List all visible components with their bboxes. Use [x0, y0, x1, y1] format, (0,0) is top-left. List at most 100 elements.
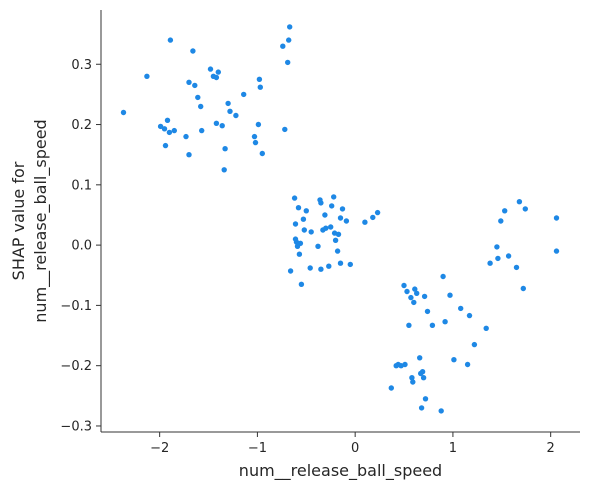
scatter-point-89: [411, 299, 417, 306]
scatter-point-71: [337, 215, 344, 221]
scatter-point-95: [419, 369, 426, 375]
scatter-point-10: [186, 152, 192, 158]
scatter-point-27: [233, 112, 239, 119]
x-tick-label: 2: [547, 441, 555, 456]
scatter-point-34: [259, 150, 265, 157]
scatter-point-114: [498, 218, 504, 224]
scatter-point-57: [318, 200, 324, 206]
scatter-point-104: [447, 292, 453, 298]
scatter-point-83: [402, 361, 408, 368]
scatter-point-61: [323, 225, 329, 231]
scatter-point-86: [408, 294, 414, 301]
scatter-point-7: [166, 129, 173, 136]
scatter-point-69: [335, 231, 342, 237]
scatter-point-85: [406, 322, 412, 328]
scatter-point-52: [303, 208, 309, 214]
scatter-point-120: [522, 206, 528, 212]
scatter-point-65: [331, 194, 337, 200]
y-tick-label: −0.1: [60, 299, 92, 314]
scatter-point-99: [424, 308, 431, 315]
scatter-point-72: [339, 206, 346, 212]
scatter-point-6: [164, 117, 171, 124]
scatter-point-77: [374, 209, 381, 216]
scatter-point-35: [280, 43, 286, 49]
scatter-point-122: [553, 248, 560, 254]
scatter-point-94: [418, 405, 425, 411]
scatter-point-84: [404, 288, 410, 295]
scatter-point-8: [171, 127, 177, 134]
scatter-point-98: [422, 396, 429, 402]
scatter-point-97: [421, 293, 428, 300]
scatter-point-100: [429, 322, 436, 328]
scatter-point-103: [442, 319, 448, 325]
scatter-point-24: [222, 146, 228, 152]
x-tick-label: −1: [248, 441, 267, 456]
x-axis-label: num__release_ball_speed: [239, 461, 442, 481]
x-tick-label: −2: [150, 441, 169, 456]
scatter-point-2: [167, 37, 174, 43]
scatter-point-21: [213, 120, 220, 127]
scatter-point-121: [553, 215, 560, 221]
scatter-point-1: [144, 73, 150, 80]
scatter-point-39: [287, 24, 293, 30]
scatter-point-111: [487, 260, 493, 266]
scatter-point-118: [516, 199, 523, 205]
scatter-point-5: [162, 142, 169, 149]
scatter-point-51: [301, 227, 307, 233]
scatter-point-25: [225, 100, 231, 107]
y-tick-label: 0.1: [71, 178, 92, 193]
scatter-point-87: [409, 375, 415, 381]
scatter-point-37: [285, 59, 291, 66]
scatter-point-74: [347, 261, 353, 268]
scatter-point-33: [257, 84, 263, 90]
scatter-point-109: [471, 341, 478, 348]
scatter-point-38: [286, 37, 292, 43]
scatter-point-53: [307, 265, 313, 271]
scatter-point-67: [332, 237, 339, 243]
scatter-point-63: [328, 224, 334, 230]
y-axis-label-line-2: num__release_ball_speed: [31, 119, 51, 322]
scatter-point-91: [414, 290, 420, 296]
scatter-point-119: [520, 285, 526, 292]
x-tick-label: 0: [351, 441, 359, 456]
scatter-point-62: [326, 263, 332, 269]
scatter-point-64: [329, 203, 335, 209]
y-tick-label: 0.3: [71, 58, 92, 73]
scatter-point-116: [505, 253, 512, 259]
scatter-point-22: [219, 123, 225, 129]
scatter-point-105: [451, 357, 457, 363]
scatter-point-50: [300, 216, 307, 222]
y-tick-label: −0.3: [60, 419, 92, 434]
points-layer: [120, 24, 560, 414]
scatter-point-55: [315, 243, 321, 249]
x-axis-ticks: −2 −1 0 1 2: [150, 432, 555, 456]
scatter-point-106: [458, 305, 464, 312]
scatter-point-13: [192, 82, 198, 89]
scatter-point-101: [438, 408, 444, 414]
scatter-point-16: [199, 127, 205, 134]
scatter-point-115: [502, 208, 508, 214]
scatter-point-15: [198, 103, 204, 110]
scatter-point-78: [388, 385, 394, 391]
scatter-point-82: [401, 282, 407, 289]
scatter-point-76: [370, 214, 376, 221]
scatter-point-9: [183, 133, 189, 140]
x-tick-label: 1: [449, 441, 457, 456]
scatter-point-11: [186, 79, 192, 86]
scatter-point-31: [255, 121, 262, 128]
scatter-point-46: [295, 205, 302, 211]
scatter-point-14: [195, 94, 201, 101]
scatter-point-12: [190, 48, 196, 54]
scatter-point-68: [334, 248, 341, 254]
scatter-point-60: [322, 212, 328, 218]
scatter-point-30: [252, 139, 259, 146]
scatter-point-108: [466, 312, 473, 319]
scatter-point-41: [291, 195, 298, 201]
scatter-point-47: [296, 251, 303, 257]
scatter-point-23: [221, 167, 227, 173]
scatter-point-26: [227, 108, 233, 115]
scatter-point-20: [215, 69, 221, 75]
scatter-point-107: [464, 361, 471, 368]
scatter-point-28: [241, 91, 247, 98]
